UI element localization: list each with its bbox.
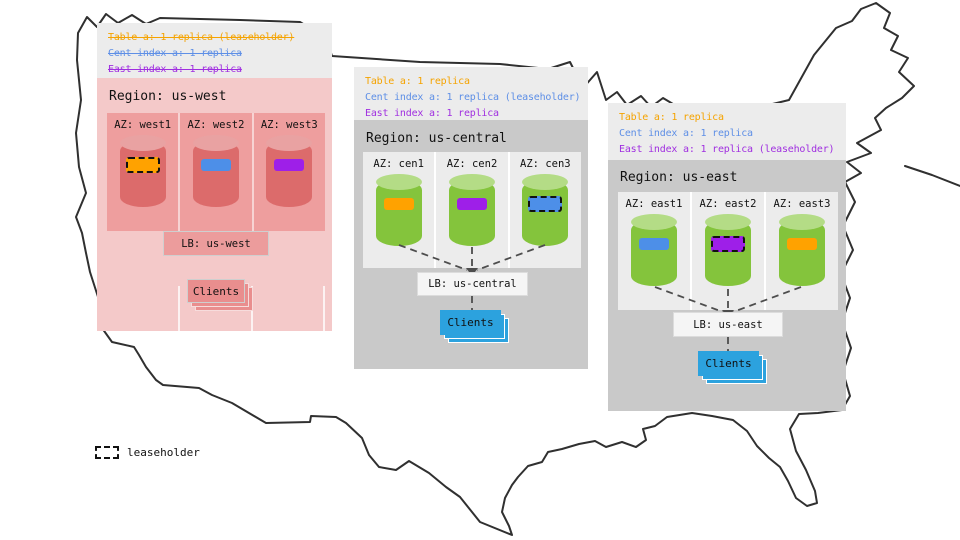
- connector-line: [178, 286, 180, 358]
- cylinder-top: [375, 174, 422, 190]
- database-cylinder: [448, 174, 495, 246]
- region-panel-us-central: Table a: 1 replica Cent index a: 1 repli…: [354, 67, 588, 369]
- info-line-east-index: East index a: 1 replica: [108, 64, 242, 75]
- info-line-east-index: East index a: 1 replica (leaseholder): [619, 144, 835, 155]
- az-cell-east3: AZ: east3: [764, 192, 838, 310]
- cylinder-body: [631, 220, 677, 286]
- database-cylinder: [192, 135, 239, 207]
- region-title-us-central: Region: us-central: [366, 131, 507, 146]
- info-line-cent-index: Cent index a: 1 replica: [619, 128, 753, 139]
- load-balancer-us-central: LB: us-central: [417, 272, 528, 296]
- az-cell-west1: AZ: west1: [107, 113, 178, 231]
- region-panel-us-east: Table a: 1 replica Cent index a: 1 repli…: [608, 103, 846, 411]
- az-label: AZ: cen3: [520, 158, 571, 170]
- az-cell-west3: AZ: west3: [251, 113, 325, 231]
- info-line-table: Table a: 1 replica: [619, 112, 724, 123]
- az-cell-west2: AZ: west2: [178, 113, 251, 231]
- info-line-east-index: East index a: 1 replica: [365, 108, 499, 119]
- connector-line: [323, 286, 325, 358]
- database-cylinder: [631, 214, 677, 286]
- az-container-us-central: AZ: cen1 AZ: cen2 AZ: cen3: [363, 152, 581, 268]
- replica-chip: [274, 159, 305, 171]
- cylinder-body: [779, 220, 825, 286]
- az-cell-east1: AZ: east1: [618, 192, 690, 310]
- az-label: AZ: west3: [260, 119, 318, 131]
- cylinder-top: [779, 214, 825, 230]
- cylinder-body: [375, 180, 422, 246]
- region-title-us-west: Region: us-west: [109, 89, 227, 104]
- region-title-us-east: Region: us-east: [620, 170, 738, 185]
- cylinder-top: [266, 135, 313, 151]
- replica-chip: [711, 236, 745, 252]
- az-container-us-east: AZ: east1 AZ: east2 AZ: east3: [618, 192, 838, 310]
- replica-chip: [200, 159, 231, 171]
- info-line-table: Table a: 1 replica (leaseholder): [108, 32, 295, 43]
- az-cell-cen3: AZ: cen3: [507, 152, 581, 268]
- database-cylinder: [266, 135, 313, 207]
- cylinder-body: [705, 220, 751, 286]
- region-panel-us-west: Table a: 1 replica (leaseholder) Cent in…: [97, 23, 332, 358]
- clients-box: Clients: [187, 279, 245, 303]
- replica-chip: [787, 238, 817, 250]
- az-label: AZ: west1: [114, 119, 172, 131]
- replica-chip: [528, 196, 563, 212]
- az-label: AZ: east2: [699, 198, 757, 210]
- replica-info-us-west: Table a: 1 replica (leaseholder) Cent in…: [97, 23, 332, 78]
- load-balancer-us-west: LB: us-west: [163, 231, 269, 256]
- legend-label: leaseholder: [127, 446, 200, 459]
- database-cylinder: [522, 174, 569, 246]
- az-label: AZ: west2: [187, 119, 245, 131]
- clients-us-west: Clients: [187, 279, 253, 311]
- cylinder-top: [705, 214, 751, 230]
- replica-chip: [383, 198, 414, 210]
- az-cell-cen2: AZ: cen2: [434, 152, 507, 268]
- info-line-cent-index: Cent index a: 1 replica (leaseholder): [365, 92, 581, 103]
- region-body-us-central: Region: us-central AZ: cen1 AZ: cen2: [354, 120, 588, 369]
- cylinder-top: [631, 214, 677, 230]
- az-cell-cen1: AZ: cen1: [363, 152, 434, 268]
- leaseholder-dashed-swatch: [95, 446, 119, 459]
- clients-us-central: Clients: [440, 310, 509, 343]
- connector-line: [251, 286, 253, 358]
- az-label: AZ: cen1: [373, 158, 424, 170]
- clients-us-east: Clients: [698, 351, 767, 384]
- cylinder-top: [119, 135, 166, 151]
- replica-info-us-central: Table a: 1 replica Cent index a: 1 repli…: [354, 67, 588, 120]
- cylinder-body: [192, 141, 239, 207]
- database-cylinder: [375, 174, 422, 246]
- database-cylinder: [119, 135, 166, 207]
- region-body-us-east: Region: us-east AZ: east1 AZ: east2: [608, 160, 846, 411]
- az-label: AZ: east1: [625, 198, 683, 210]
- cylinder-top: [522, 174, 569, 190]
- az-container-us-west: AZ: west1 AZ: west2 AZ: west3: [107, 113, 325, 231]
- cylinder-top: [448, 174, 495, 190]
- cylinder-body: [448, 180, 495, 246]
- cylinder-body: [522, 180, 569, 246]
- az-label: AZ: cen2: [446, 158, 498, 170]
- replica-info-us-east: Table a: 1 replica Cent index a: 1 repli…: [608, 103, 846, 160]
- clients-box: Clients: [698, 351, 759, 376]
- replica-chip: [125, 157, 160, 173]
- database-cylinder: [779, 214, 825, 286]
- legend: leaseholder: [95, 446, 200, 459]
- database-cylinder: [705, 214, 751, 286]
- clients-box: Clients: [440, 310, 501, 335]
- info-line-cent-index: Cent index a: 1 replica: [108, 48, 242, 59]
- info-line-table: Table a: 1 replica: [365, 76, 470, 87]
- cylinder-body: [266, 141, 313, 207]
- az-label: AZ: east3: [773, 198, 831, 210]
- replica-chip: [456, 198, 487, 210]
- cylinder-top: [192, 135, 239, 151]
- replica-chip: [639, 238, 669, 250]
- region-body-us-west: Region: us-west AZ: west1 AZ: west2: [97, 78, 332, 358]
- az-cell-east2: AZ: east2: [690, 192, 764, 310]
- cylinder-body: [119, 141, 166, 207]
- load-balancer-us-east: LB: us-east: [673, 312, 783, 337]
